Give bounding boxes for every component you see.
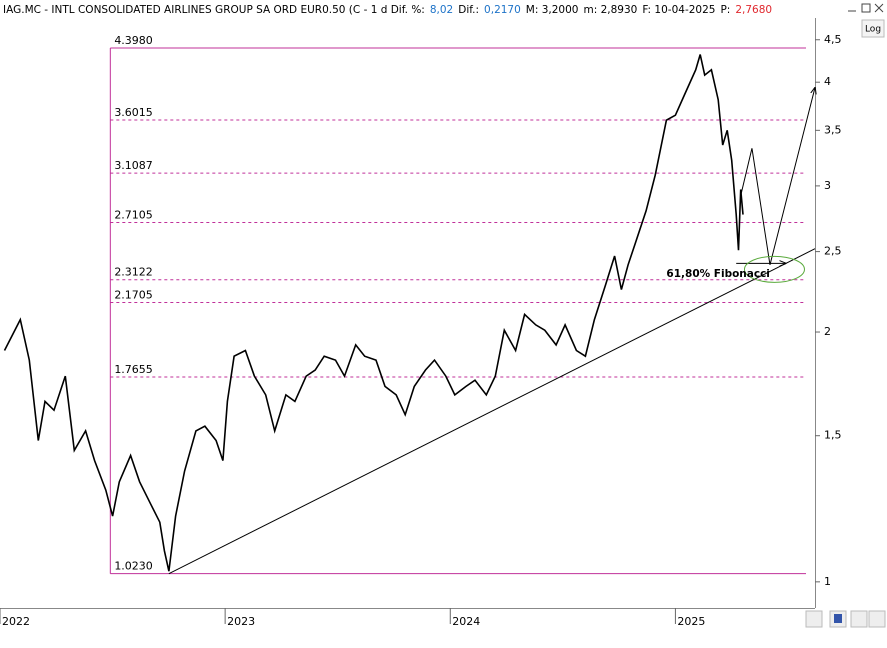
y-tick-label: 4 <box>824 75 831 88</box>
tool-button[interactable] <box>805 610 823 628</box>
fib-label: 2.3122 <box>114 266 153 279</box>
header-item: m: 2,8930 <box>583 4 637 16</box>
projection-arrow <box>740 88 815 265</box>
y-tick-label: 2,5 <box>824 245 842 258</box>
fib-label: 1.0230 <box>114 560 153 573</box>
fib-label: 3.6015 <box>114 106 153 119</box>
y-tick-label: 1,5 <box>824 429 842 442</box>
scissors-button[interactable] <box>868 610 886 628</box>
fib-label: 4.3980 <box>114 34 153 47</box>
header-item: F: 10-04-2025 <box>642 4 715 16</box>
header-item: P: <box>720 4 730 16</box>
print-button[interactable] <box>850 610 868 628</box>
x-tick-label: 2025 <box>677 615 705 628</box>
header-item: 8,02 <box>430 4 453 16</box>
x-tick-label: 2023 <box>227 615 255 628</box>
log-button-label[interactable]: Log <box>865 25 881 35</box>
close-icon[interactable] <box>874 3 884 13</box>
y-tick-label: 3 <box>824 179 831 192</box>
price-line <box>3 54 744 572</box>
header-item: 0,2170 <box>484 4 521 16</box>
x-tick-label: 2024 <box>452 615 480 628</box>
y-tick-label: 3,5 <box>824 123 842 136</box>
y-tick-label: 2 <box>824 325 831 338</box>
y-tick-label: 4,5 <box>824 33 842 46</box>
fib-label: 2.1705 <box>114 289 153 302</box>
header-item: Dif.: <box>458 4 479 16</box>
annotation: 61,80% Fibonacci <box>666 268 770 280</box>
x-tick-label: 2022 <box>2 615 30 628</box>
fib-label: 2.7105 <box>114 208 153 221</box>
header-item: IAG.MC - INTL CONSOLIDATED AIRLINES GROU… <box>3 4 425 16</box>
target-ellipse <box>743 255 805 283</box>
bottom-toolbar[interactable] <box>805 610 886 628</box>
fib-label: 3.1087 <box>114 159 153 172</box>
trend-line <box>168 248 816 575</box>
maximize-icon[interactable] <box>861 3 871 13</box>
window-controls[interactable] <box>848 3 884 13</box>
save-icon[interactable] <box>834 614 842 623</box>
header-item: M: 3,2000 <box>526 4 579 16</box>
fib-label: 1.7655 <box>114 363 153 376</box>
log-button[interactable] <box>861 19 885 38</box>
header-item: 2,7680 <box>735 4 772 16</box>
header: IAG.MC - INTL CONSOLIDATED AIRLINES GROU… <box>3 4 772 16</box>
y-tick-label: 1 <box>824 575 831 588</box>
